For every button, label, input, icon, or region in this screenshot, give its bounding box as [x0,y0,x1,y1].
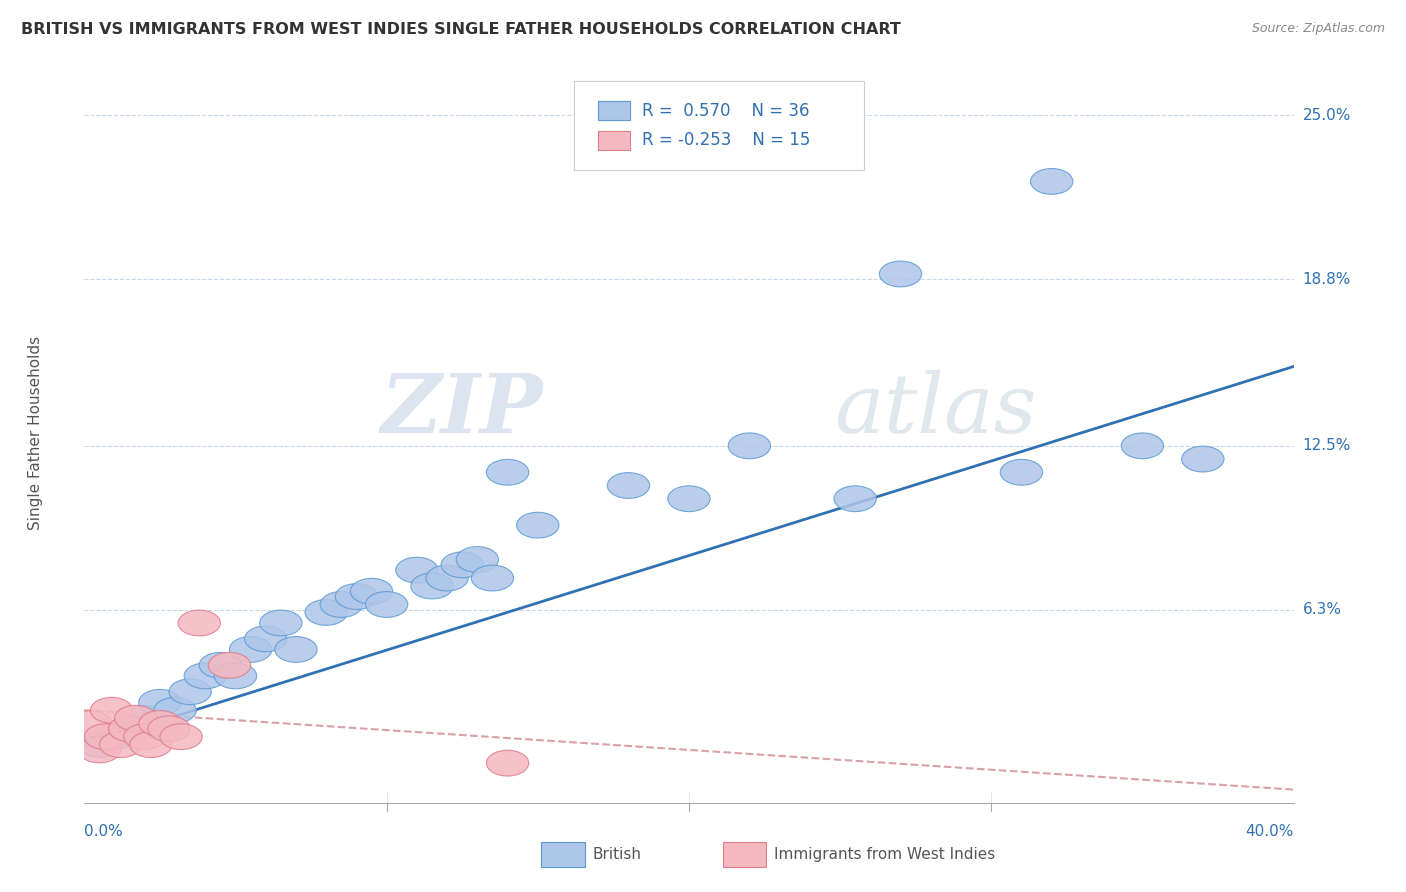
Text: 0.0%: 0.0% [84,824,124,839]
Ellipse shape [93,723,136,749]
Ellipse shape [69,711,111,737]
Text: ZIP: ZIP [381,370,544,450]
Ellipse shape [108,716,150,741]
Ellipse shape [395,558,439,583]
Text: Single Father Households: Single Father Households [28,335,44,530]
Text: 18.8%: 18.8% [1302,272,1351,286]
Ellipse shape [335,583,378,609]
Text: 40.0%: 40.0% [1246,824,1294,839]
Text: R =  0.570    N = 36: R = 0.570 N = 36 [641,102,810,120]
Ellipse shape [411,573,453,599]
Ellipse shape [1121,433,1164,458]
Text: Source: ZipAtlas.com: Source: ZipAtlas.com [1251,22,1385,36]
Ellipse shape [607,473,650,499]
Ellipse shape [486,459,529,485]
Ellipse shape [274,637,318,663]
Text: 6.3%: 6.3% [1302,602,1341,617]
Ellipse shape [139,690,181,715]
Text: BRITISH VS IMMIGRANTS FROM WEST INDIES SINGLE FATHER HOUSEHOLDS CORRELATION CHAR: BRITISH VS IMMIGRANTS FROM WEST INDIES S… [21,22,901,37]
Ellipse shape [124,723,166,749]
Ellipse shape [486,750,529,776]
FancyBboxPatch shape [541,842,585,867]
Ellipse shape [214,663,257,689]
Ellipse shape [179,610,221,636]
Ellipse shape [169,679,211,705]
Ellipse shape [426,566,468,591]
Ellipse shape [160,723,202,749]
Ellipse shape [208,652,250,678]
Text: 25.0%: 25.0% [1302,108,1351,123]
Ellipse shape [441,552,484,578]
Ellipse shape [229,637,271,663]
FancyBboxPatch shape [599,101,630,120]
Ellipse shape [84,723,127,749]
Ellipse shape [184,663,226,689]
Ellipse shape [668,486,710,512]
Text: 12.5%: 12.5% [1302,438,1351,453]
Ellipse shape [456,547,499,573]
Ellipse shape [350,578,392,604]
FancyBboxPatch shape [599,130,630,150]
Ellipse shape [321,591,363,617]
Ellipse shape [79,737,121,763]
Text: R = -0.253    N = 15: R = -0.253 N = 15 [641,131,810,149]
Ellipse shape [1000,459,1043,485]
Ellipse shape [728,433,770,458]
FancyBboxPatch shape [574,81,865,169]
Text: atlas: atlas [834,370,1036,450]
Ellipse shape [90,698,132,723]
Ellipse shape [879,261,922,287]
Ellipse shape [108,716,150,741]
Ellipse shape [115,706,157,731]
Ellipse shape [366,591,408,617]
Ellipse shape [471,566,513,591]
Ellipse shape [1031,169,1073,194]
Ellipse shape [79,731,121,757]
Ellipse shape [139,711,181,737]
Text: Immigrants from West Indies: Immigrants from West Indies [773,847,995,863]
Ellipse shape [153,698,197,723]
Text: British: British [592,847,641,863]
Ellipse shape [260,610,302,636]
Ellipse shape [148,716,190,741]
Ellipse shape [100,731,142,757]
Ellipse shape [245,626,287,652]
Ellipse shape [1181,446,1225,472]
Ellipse shape [516,512,560,538]
Ellipse shape [124,706,166,731]
Ellipse shape [200,652,242,678]
Ellipse shape [834,486,876,512]
FancyBboxPatch shape [723,842,766,867]
Ellipse shape [305,599,347,625]
Ellipse shape [129,731,172,757]
